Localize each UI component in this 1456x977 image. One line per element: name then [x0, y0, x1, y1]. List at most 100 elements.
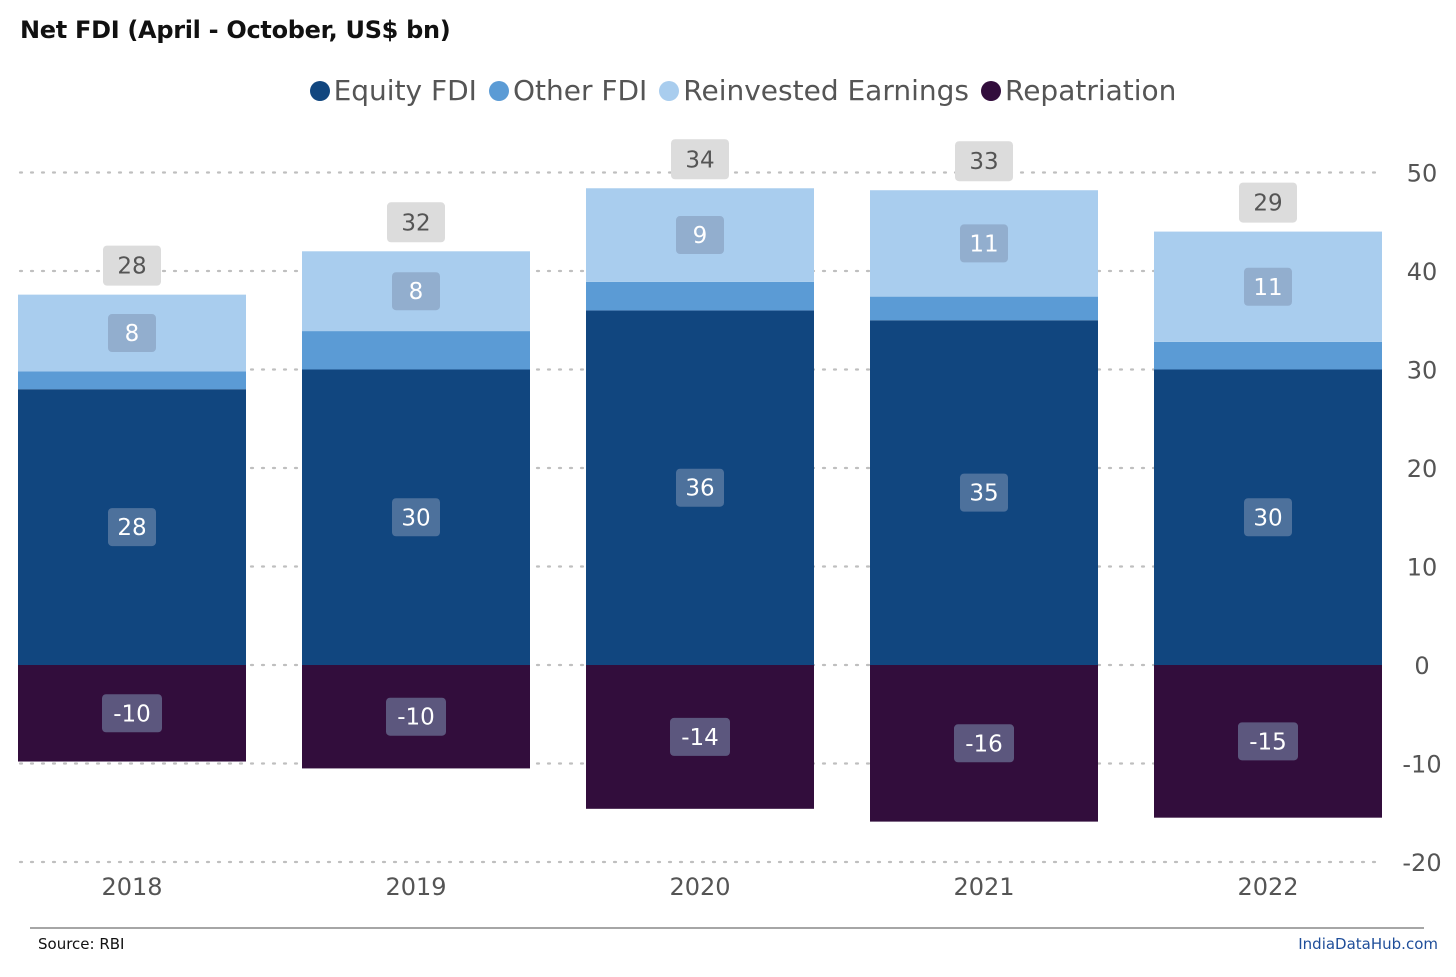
legend-item-equity-fdi[interactable]: Equity FDI: [309, 74, 477, 107]
source-note: Source: RBI: [38, 935, 125, 953]
total-label-2021: 33: [955, 141, 1013, 182]
total-label-2019-text: 32: [401, 210, 430, 236]
data-label-equity-fdi-2018: 28: [108, 508, 156, 547]
legend-item-other-fdi[interactable]: Other FDI: [488, 74, 648, 107]
total-label-2020-text: 34: [685, 147, 714, 173]
data-label-equity-fdi-2022-text: 30: [1253, 505, 1282, 531]
data-label-reinvested-earnings-2021-box: [960, 224, 1008, 263]
data-label-reinvested-earnings-2018-text: 8: [125, 321, 140, 347]
legend-label-other-fdi: Other FDI: [512, 74, 648, 107]
data-label-equity-fdi-2020-box: [676, 468, 724, 507]
data-label-repatriation-2022-text: -15: [1249, 729, 1287, 755]
legend-swatch-equity-fdi: [309, 80, 330, 101]
data-labels: 28 8 -10 28 30 8 -10 32 36 9 -14 34 35 11 -16 33 30 11 -15…: [102, 139, 1298, 763]
footer-divider: [30, 927, 1424, 929]
total-label-2018-text: 28: [117, 254, 146, 280]
total-label-2018-box: [103, 245, 161, 286]
bars: [18, 188, 1382, 822]
data-label-reinvested-earnings-2022-box: [1244, 267, 1292, 306]
data-label-repatriation-2018-box: [102, 694, 162, 733]
data-label-equity-fdi-2018-box: [108, 508, 156, 547]
y-tick-label: 50: [1407, 160, 1438, 188]
total-label-2018: 28: [103, 245, 161, 286]
y-tick-label: 30: [1407, 357, 1438, 385]
data-label-repatriation-2022-box: [1238, 722, 1298, 761]
legend-item-reinvested-earnings[interactable]: Reinvested Earnings: [659, 74, 969, 107]
data-label-equity-fdi-2019-box: [392, 498, 440, 537]
data-label-reinvested-earnings-2020-text: 9: [693, 223, 708, 249]
data-label-equity-fdi-2019: 30: [392, 498, 440, 537]
total-label-2022-box: [1239, 182, 1297, 223]
total-label-2019: 32: [387, 202, 445, 243]
axes: 50 40 30 20 10 0 -10 -20 2018 2019 2020 2021 2022: [101, 160, 1441, 902]
legend-item-repatriation[interactable]: Repatriation: [981, 74, 1176, 107]
data-label-reinvested-earnings-2022: 11: [1244, 267, 1292, 306]
y-tick-label: -10: [1402, 751, 1441, 779]
data-label-equity-fdi-2022: 30: [1244, 498, 1292, 537]
data-label-reinvested-earnings-2021: 11: [960, 224, 1008, 263]
grid-lines: [18, 171, 1382, 864]
data-label-equity-fdi-2020-text: 36: [685, 476, 714, 502]
total-label-2022-text: 29: [1253, 191, 1282, 217]
total-label-2020-box: [671, 139, 729, 180]
data-label-equity-fdi-2018-text: 28: [117, 515, 146, 541]
legend-swatch-other-fdi: [488, 80, 509, 101]
data-label-repatriation-2019: -10: [386, 697, 446, 736]
data-label-reinvested-earnings-2018-box: [108, 314, 156, 353]
total-label-2021-text: 33: [969, 149, 998, 175]
bar-other-fdi-2022[interactable]: [1154, 341, 1382, 370]
x-tick-label-2018: 2018: [101, 873, 162, 901]
total-label-2020: 34: [671, 139, 729, 180]
total-label-2022: 29: [1239, 182, 1297, 223]
bar-other-fdi-2021[interactable]: [870, 296, 1098, 321]
x-tick-label-2021: 2021: [953, 873, 1014, 901]
legend-label-equity-fdi: Equity FDI: [333, 74, 477, 107]
legend-swatch-reinvested-earnings: [659, 80, 680, 101]
data-label-repatriation-2018-text: -10: [113, 701, 151, 727]
data-label-repatriation-2019-text: -10: [397, 705, 435, 731]
y-tick-label: 40: [1407, 258, 1438, 286]
data-label-equity-fdi-2021: 35: [960, 473, 1008, 512]
chart-title: Net FDI (April - October, US$ bn): [20, 16, 451, 44]
data-label-repatriation-2022: -15: [1238, 722, 1298, 761]
data-label-reinvested-earnings-2019: 8: [392, 272, 440, 311]
data-label-equity-fdi-2021-box: [960, 473, 1008, 512]
data-label-reinvested-earnings-2019-text: 8: [409, 279, 424, 305]
bar-other-fdi-2020[interactable]: [586, 281, 814, 311]
data-label-equity-fdi-2021-text: 35: [969, 481, 998, 507]
bar-other-fdi-2018[interactable]: [18, 371, 246, 390]
data-label-equity-fdi-2019-text: 30: [401, 505, 430, 531]
legend-swatch-repatriation: [981, 80, 1001, 101]
data-label-repatriation-2020: -14: [670, 717, 730, 756]
y-tick-label: 20: [1407, 455, 1438, 483]
x-tick-label-2020: 2020: [669, 873, 730, 901]
legend-label-repatriation: Repatriation: [1005, 74, 1177, 107]
data-label-repatriation-2021: -16: [954, 724, 1014, 763]
brand-link[interactable]: IndiaDataHub.com: [1298, 935, 1438, 953]
data-label-reinvested-earnings-2019-box: [392, 272, 440, 311]
x-tick-label-2019: 2019: [385, 873, 446, 901]
data-label-reinvested-earnings-2020: 9: [676, 216, 724, 255]
data-label-equity-fdi-2020: 36: [676, 468, 724, 507]
chart-legend: Equity FDI Other FDI Reinvested Earnings…: [0, 74, 1456, 107]
data-label-repatriation-2020-text: -14: [681, 725, 719, 751]
data-label-reinvested-earnings-2021-text: 11: [969, 231, 998, 257]
y-tick-label: 0: [1414, 652, 1429, 680]
data-label-equity-fdi-2022-box: [1244, 498, 1292, 537]
data-label-repatriation-2020-box: [670, 717, 730, 756]
bar-other-fdi-2019[interactable]: [302, 331, 530, 370]
data-label-reinvested-earnings-2022-text: 11: [1253, 275, 1282, 301]
data-label-reinvested-earnings-2018: 8: [108, 314, 156, 353]
total-label-2021-box: [955, 141, 1013, 182]
data-label-repatriation-2018: -10: [102, 694, 162, 733]
data-label-repatriation-2019-box: [386, 697, 446, 736]
total-label-2019-box: [387, 202, 445, 243]
data-label-reinvested-earnings-2020-box: [676, 216, 724, 255]
y-tick-label: 10: [1407, 554, 1438, 582]
x-tick-label-2022: 2022: [1237, 873, 1298, 901]
legend-label-reinvested-earnings: Reinvested Earnings: [683, 74, 969, 107]
data-label-repatriation-2021-text: -16: [965, 731, 1003, 757]
y-tick-label: -20: [1402, 849, 1441, 877]
data-label-repatriation-2021-box: [954, 724, 1014, 763]
